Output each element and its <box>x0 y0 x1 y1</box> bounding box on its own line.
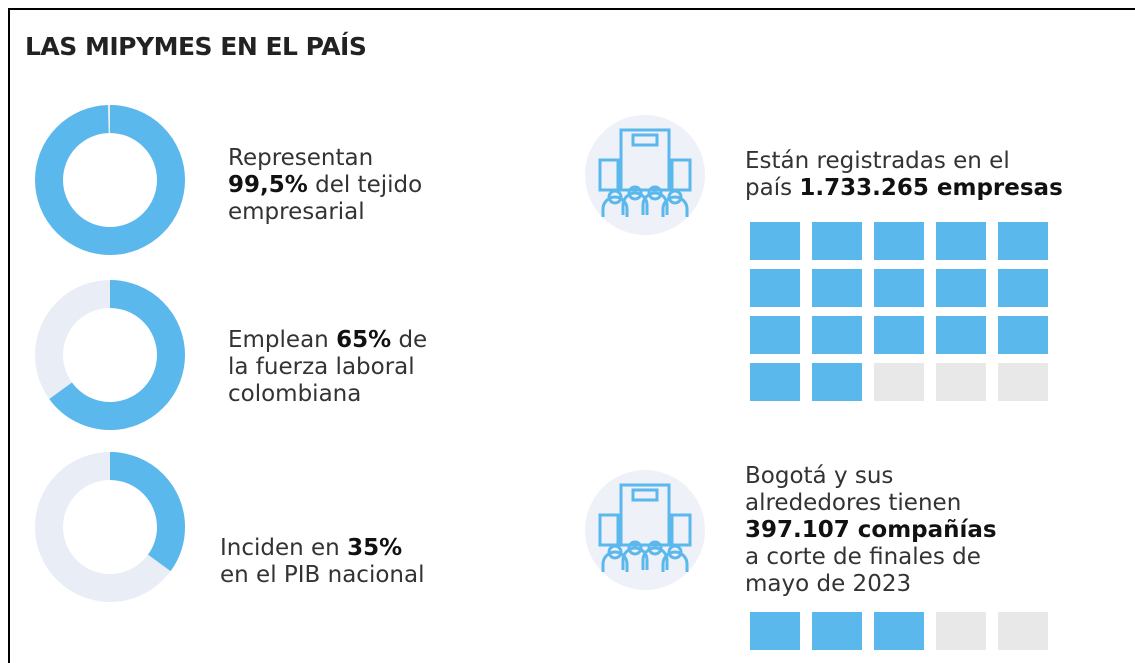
waffle-cell <box>874 269 924 307</box>
text: de <box>398 327 428 353</box>
waffle-cell <box>812 269 862 307</box>
stat-text: Representan 99,5% del tejido empresarial <box>228 145 422 226</box>
text: Bogotá y sus <box>745 463 894 489</box>
stat-text: Emplean 65% de la fuerza laboral colombi… <box>228 327 427 408</box>
building-icon <box>585 470 705 590</box>
waffle-cell <box>998 363 1048 401</box>
text: a corte de finales de <box>745 544 981 570</box>
waffle-cell <box>998 316 1048 354</box>
text: colombiana <box>228 381 362 407</box>
text: alrededores tienen <box>745 490 962 516</box>
waffle-cell <box>936 316 986 354</box>
title: LAS MIPYMES EN EL PAÍS <box>25 32 367 61</box>
waffle-cell <box>936 363 986 401</box>
waffle-cell <box>874 612 924 650</box>
waffle-cell <box>874 222 924 260</box>
waffle-cell <box>998 222 1048 260</box>
waffle-cell <box>936 222 986 260</box>
waffle-cell <box>750 269 800 307</box>
waffle-cell <box>998 269 1048 307</box>
stat-text: Inciden en 35% en el PIB nacional <box>220 535 424 589</box>
frame <box>8 8 1135 663</box>
text: del tejido <box>315 172 423 198</box>
donut-arc <box>35 452 185 602</box>
waffle-cell <box>936 612 986 650</box>
text: Emplean <box>228 327 329 353</box>
waffle-cell <box>750 222 800 260</box>
text: mayo de 2023 <box>745 571 912 597</box>
waffle-cell <box>998 612 1048 650</box>
text: Están registradas en el <box>745 148 1010 174</box>
donut-arc <box>35 280 185 430</box>
donut-arc <box>35 105 185 255</box>
building-icon <box>585 115 705 235</box>
fact-value: 397.107 compañías <box>745 517 997 543</box>
waffle-cell <box>750 363 800 401</box>
text: Representan <box>228 145 374 171</box>
waffle-cell <box>812 316 862 354</box>
text: país <box>745 175 793 201</box>
text: la fuerza laboral <box>228 354 415 380</box>
fact-text: Están registradas en el país 1.733.265 e… <box>745 148 1063 202</box>
waffle-cell <box>812 612 862 650</box>
waffle-cell <box>874 316 924 354</box>
fact-text: Bogotá y sus alrededores tienen 397.107 … <box>745 463 997 598</box>
text: Inciden en <box>220 535 340 561</box>
text: empresarial <box>228 199 365 225</box>
waffle-cell <box>936 269 986 307</box>
text: en el PIB nacional <box>220 562 425 588</box>
waffle-cell <box>812 363 862 401</box>
stat-value: 65% <box>336 327 392 353</box>
fact-value: 1.733.265 empresas <box>799 175 1063 201</box>
waffle-cell <box>812 222 862 260</box>
stat-value: 99,5% <box>228 172 308 198</box>
waffle-cell <box>750 316 800 354</box>
waffle-cell <box>750 612 800 650</box>
waffle-cell <box>874 363 924 401</box>
stat-value: 35% <box>347 535 403 561</box>
